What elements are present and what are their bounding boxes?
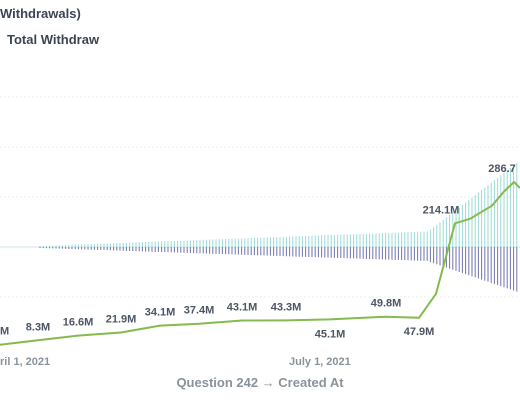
legend: Total Withdraw xyxy=(0,32,99,47)
x-tick-1: July 1, 2021 xyxy=(289,356,351,368)
data-label-2: 16.6M xyxy=(63,317,94,329)
gridlines xyxy=(0,96,520,298)
data-label-11: 214.1M xyxy=(423,204,460,216)
legend-item-total-withdraw[interactable]: Total Withdraw xyxy=(7,32,100,47)
x-tick-0: ril 1, 2021 xyxy=(0,356,50,368)
data-label-4: 34.1M xyxy=(145,307,176,319)
data-label-0: M xyxy=(0,326,9,338)
data-label-10: 47.9M xyxy=(404,326,435,338)
line-series xyxy=(0,181,520,346)
data-label-12: 286.7 xyxy=(488,163,516,175)
bar-series xyxy=(0,162,520,292)
data-label-9: 49.8M xyxy=(371,298,402,310)
data-label-6: 43.1M xyxy=(227,301,258,313)
chart-title: Withdrawals) xyxy=(0,6,81,21)
data-label-3: 21.9M xyxy=(106,314,137,326)
x-axis-title: Question 242 → Created At xyxy=(176,375,344,390)
data-label-1: 8.3M xyxy=(26,321,50,333)
data-labels: M 8.3M 16.6M 21.9M 34.1M 37.4M 43.1M 43.3M 45.1M… xyxy=(0,163,516,340)
x-axis-ticks: ril 1, 2021 July 1, 2021 xyxy=(0,356,351,368)
data-label-7: 43.3M xyxy=(271,301,302,313)
line-total-withdraw xyxy=(0,181,520,346)
data-label-8: 45.1M xyxy=(315,328,346,340)
data-label-5: 37.4M xyxy=(184,305,215,317)
